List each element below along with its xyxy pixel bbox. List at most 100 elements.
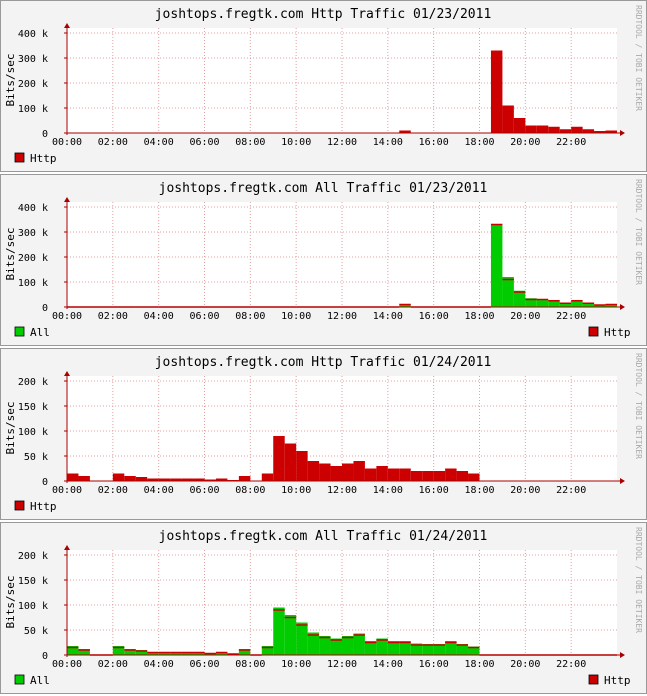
bar: [296, 451, 308, 481]
x-tick-label: 12:00: [327, 137, 357, 148]
bar: [353, 461, 365, 481]
x-axis-arrow: [620, 478, 625, 484]
x-tick-label: 02:00: [98, 485, 128, 496]
x-tick-label: 14:00: [373, 311, 403, 322]
bar: [330, 466, 342, 481]
x-tick-label: 16:00: [419, 137, 449, 148]
bar: [67, 473, 79, 481]
y-tick-label: 0: [42, 651, 48, 662]
bar: [78, 649, 90, 655]
chart-panel: joshtops.fregtk.com Http Traffic 01/24/2…: [0, 348, 647, 520]
bar: [342, 463, 354, 481]
bar: [135, 477, 148, 481]
bar: [376, 638, 388, 655]
legend-label: All: [30, 326, 50, 339]
y-tick-label: 200 k: [18, 551, 48, 562]
bar: [364, 641, 377, 655]
y-tick-label: 300 k: [18, 54, 48, 65]
chart-title: joshtops.fregtk.com Http Traffic 01/23/2…: [155, 7, 492, 22]
watermark: RRDTOOL / TOBI OETIKER: [634, 5, 643, 111]
bar: [468, 646, 480, 655]
y-tick-label: 0: [42, 303, 48, 314]
bar: [319, 636, 331, 655]
x-tick-label: 22:00: [556, 659, 586, 670]
x-tick-label: 18:00: [464, 485, 494, 496]
bar: [582, 302, 595, 307]
y-tick-label: 400 k: [18, 29, 48, 40]
bar: [456, 644, 469, 655]
bar: [147, 652, 159, 655]
bar: [112, 646, 125, 655]
bar: [170, 478, 182, 481]
bar: [605, 304, 617, 307]
bar: [605, 130, 617, 133]
x-tick-label: 08:00: [235, 659, 265, 670]
x-tick-label: 22:00: [556, 311, 586, 322]
bar: [181, 652, 194, 655]
x-tick-label: 14:00: [373, 485, 403, 496]
x-tick-label: 06:00: [189, 311, 219, 322]
x-tick-label: 04:00: [144, 659, 174, 670]
bar: [490, 50, 503, 133]
bar: [433, 471, 446, 481]
x-tick-label: 06:00: [189, 659, 219, 670]
bar: [273, 436, 285, 481]
x-axis-arrow: [620, 304, 625, 310]
legend-label: All: [30, 674, 50, 687]
x-axis-arrow: [620, 130, 625, 136]
bar: [548, 300, 560, 307]
legend-label: Http: [30, 500, 57, 513]
x-tick-label: 22:00: [556, 485, 586, 496]
chart-panel: joshtops.fregtk.com All Traffic 01/23/20…: [0, 174, 647, 346]
bar: [204, 479, 216, 481]
y-tick-label: 400 k: [18, 203, 48, 214]
x-tick-label: 14:00: [373, 137, 403, 148]
legend-swatch: [14, 152, 25, 163]
bar: [124, 476, 136, 481]
bar: [342, 636, 354, 655]
x-tick-label: 20:00: [510, 137, 540, 148]
bar: [307, 461, 320, 481]
bar: [193, 478, 205, 481]
bar: [181, 478, 194, 481]
x-tick-label: 10:00: [281, 659, 311, 670]
x-tick-label: 16:00: [419, 485, 449, 496]
bar: [170, 652, 182, 655]
y-axis-label: Bits/sec: [4, 228, 17, 281]
bar: [215, 652, 228, 655]
y-tick-label: 300 k: [18, 228, 48, 239]
bar: [410, 643, 423, 655]
y-axis-label: Bits/sec: [4, 54, 17, 107]
bar: [353, 633, 365, 655]
x-tick-label: 20:00: [510, 659, 540, 670]
bar: [387, 468, 400, 481]
y-tick-label: 150 k: [18, 402, 48, 413]
bar: [158, 652, 171, 655]
x-tick-label: 20:00: [510, 485, 540, 496]
x-tick-label: 14:00: [373, 659, 403, 670]
legend-label: Http: [30, 152, 57, 165]
y-tick-label: 100 k: [18, 104, 48, 115]
legend-swatch: [14, 326, 25, 337]
legend-swatch: [14, 500, 25, 511]
bar: [559, 303, 572, 307]
bar: [445, 468, 457, 481]
x-tick-label: 10:00: [281, 137, 311, 148]
bar: [525, 298, 537, 307]
x-tick-label: 12:00: [327, 659, 357, 670]
bar: [525, 125, 537, 133]
bar: [376, 466, 388, 481]
chart-title: joshtops.fregtk.com Http Traffic 01/24/2…: [155, 355, 492, 370]
bar: [502, 105, 514, 133]
bar: [135, 650, 148, 655]
watermark: RRDTOOL / TOBI OETIKER: [634, 353, 643, 459]
bar: [445, 641, 457, 655]
y-axis-arrow: [64, 545, 70, 550]
bar: [193, 652, 205, 655]
x-axis-arrow: [620, 652, 625, 658]
chart-panel: joshtops.fregtk.com All Traffic 01/24/20…: [0, 522, 647, 694]
bar: [399, 641, 411, 655]
y-tick-label: 100 k: [18, 427, 48, 438]
bar: [536, 299, 549, 307]
bar: [571, 126, 583, 133]
